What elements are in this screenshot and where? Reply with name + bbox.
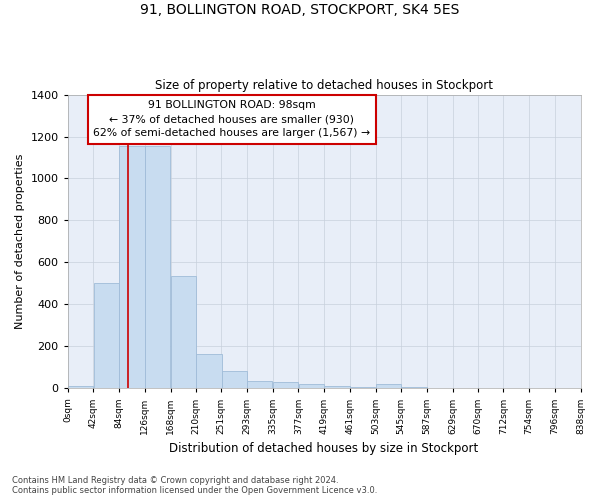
Bar (325, 386, 350, 388)
Bar (119, 146, 145, 388)
Text: Contains HM Land Registry data © Crown copyright and database right 2024.
Contai: Contains HM Land Registry data © Crown c… (12, 476, 377, 495)
Bar (247, 381, 272, 388)
X-axis label: Distribution of detached houses by size in Stockport: Distribution of detached houses by size … (169, 442, 479, 455)
Bar (221, 371, 247, 388)
Bar (196, 354, 221, 388)
Title: Size of property relative to detached houses in Stockport: Size of property relative to detached ho… (155, 79, 493, 92)
Bar (299, 384, 324, 388)
Text: 91 BOLLINGTON ROAD: 98sqm
← 37% of detached houses are smaller (930)
62% of semi: 91 BOLLINGTON ROAD: 98sqm ← 37% of detac… (93, 100, 370, 138)
Bar (350, 387, 375, 388)
Bar (68, 386, 93, 388)
Text: 91, BOLLINGTON ROAD, STOCKPORT, SK4 5ES: 91, BOLLINGTON ROAD, STOCKPORT, SK4 5ES (140, 2, 460, 16)
Bar (376, 384, 401, 388)
Bar (171, 276, 196, 388)
Bar (273, 382, 298, 388)
Y-axis label: Number of detached properties: Number of detached properties (15, 154, 25, 329)
Bar (145, 146, 170, 388)
Bar (94, 284, 119, 389)
Bar (401, 387, 427, 388)
